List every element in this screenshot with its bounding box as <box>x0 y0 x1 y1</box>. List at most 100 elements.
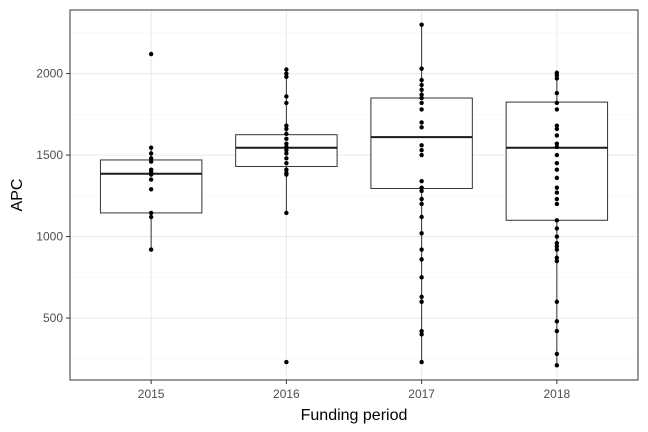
data-point <box>284 131 289 137</box>
panel-border <box>69 9 639 381</box>
data-point <box>419 77 424 83</box>
data-point <box>419 107 424 112</box>
data-point <box>554 351 560 357</box>
data-point <box>419 120 424 125</box>
data-point <box>419 214 424 220</box>
data-point <box>419 22 424 27</box>
data-point <box>419 231 424 236</box>
data-point <box>284 123 289 128</box>
data-point <box>148 156 154 161</box>
data-point <box>419 100 424 106</box>
data-point <box>419 143 424 148</box>
data-point <box>554 90 560 96</box>
data-point <box>419 257 424 262</box>
data-point <box>554 123 560 128</box>
data-point <box>284 136 289 141</box>
data-point <box>554 218 560 223</box>
y-tick-label: 1500 <box>36 148 63 162</box>
data-point <box>554 152 560 158</box>
data-point <box>284 151 289 156</box>
data-point <box>419 201 424 207</box>
data-point <box>284 67 289 72</box>
data-point <box>554 255 560 260</box>
data-point <box>554 244 560 249</box>
data-point <box>419 82 424 88</box>
x-tick-label: 2018 <box>544 387 571 401</box>
data-point <box>554 299 560 304</box>
data-point <box>554 185 560 190</box>
data-point <box>419 66 424 71</box>
data-point <box>419 152 424 158</box>
data-point <box>419 147 424 153</box>
data-point <box>419 196 424 202</box>
data-point <box>419 87 424 93</box>
data-point <box>284 167 289 172</box>
data-point <box>419 275 424 280</box>
data-point <box>419 328 424 334</box>
data-point <box>148 51 154 57</box>
data-point <box>284 141 289 146</box>
data-point <box>148 247 154 252</box>
data-point <box>284 161 289 166</box>
data-point <box>148 151 154 156</box>
data-point <box>148 187 154 192</box>
data-point <box>554 76 560 81</box>
data-point <box>554 258 560 264</box>
data-point <box>419 294 424 300</box>
data-point <box>284 147 289 153</box>
data-point <box>554 141 560 146</box>
x-axis-title: Funding period <box>301 407 408 424</box>
data-point <box>554 196 560 202</box>
data-point <box>554 133 560 138</box>
data-point <box>148 214 154 220</box>
data-point <box>284 144 289 150</box>
data-point <box>419 92 424 97</box>
data-point <box>554 234 560 239</box>
data-point <box>419 359 424 365</box>
data-point <box>284 172 289 177</box>
data-point <box>284 210 289 216</box>
data-point <box>554 363 560 368</box>
data-point <box>148 159 154 164</box>
y-tick-label: 500 <box>43 311 63 325</box>
data-point <box>554 167 560 172</box>
data-point <box>554 126 560 132</box>
data-point <box>554 100 560 106</box>
data-point <box>554 328 560 334</box>
data-point <box>419 332 424 337</box>
data-point <box>554 190 560 195</box>
x-tick-label: 2015 <box>138 387 165 401</box>
y-axis-title: APC <box>9 179 26 212</box>
data-point <box>554 240 560 246</box>
data-point <box>419 185 424 190</box>
data-point <box>284 100 289 106</box>
data-point <box>554 72 560 78</box>
data-point <box>148 145 154 150</box>
data-point <box>419 178 424 184</box>
data-point <box>554 319 560 324</box>
data-point <box>284 74 289 80</box>
data-point <box>284 71 289 76</box>
data-point <box>554 161 560 166</box>
points-layer <box>148 22 560 368</box>
x-axis: 2015 2016 2017 2018 <box>138 380 571 401</box>
data-point <box>419 247 424 252</box>
data-point <box>554 107 560 112</box>
data-point <box>554 201 560 207</box>
data-point <box>284 94 289 99</box>
data-point <box>554 247 560 252</box>
y-axis: 500 1000 1500 2000 <box>36 67 70 325</box>
data-point <box>554 226 560 231</box>
data-point <box>148 210 154 216</box>
y-tick-label: 1000 <box>36 230 63 244</box>
data-point <box>284 359 289 365</box>
data-point <box>284 126 289 132</box>
data-point <box>419 188 424 194</box>
data-point <box>554 175 560 181</box>
data-point <box>284 156 289 161</box>
data-point <box>554 144 560 150</box>
data-point <box>419 125 424 130</box>
y-tick-label: 2000 <box>36 67 63 81</box>
data-point <box>148 177 154 182</box>
